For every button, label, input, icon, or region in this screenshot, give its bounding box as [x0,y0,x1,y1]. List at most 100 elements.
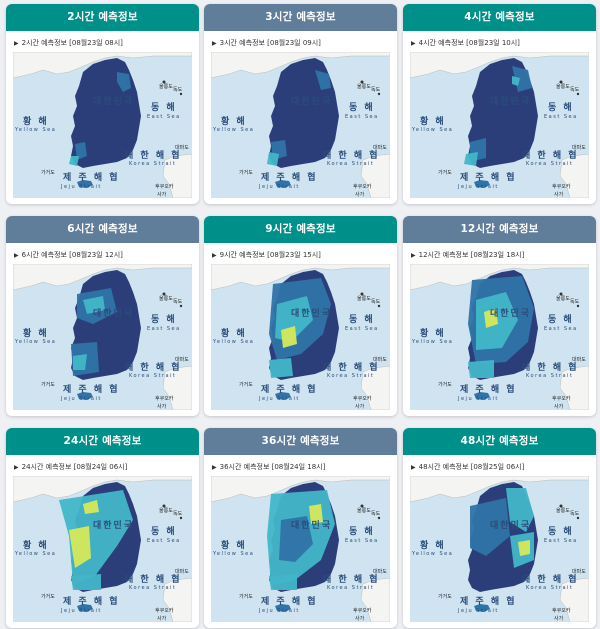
triangle-bullet-icon: ▶ [212,464,217,471]
forecast-card-title[interactable]: 9시간 예측정보 [204,216,397,243]
forecast-map-svg [13,264,192,410]
east-sea-en-label: East Sea [544,114,578,120]
triangle-bullet-icon: ▶ [411,464,416,471]
precip-area [464,152,478,166]
country-label: 대한민국 [93,309,135,319]
forecast-card-title[interactable]: 48시간 예측정보 [403,428,596,455]
forecast-map[interactable]: 황 해 Yellow Sea 동 해 East Sea 대 한 해 협 Korea Str… [211,476,390,622]
forecast-card-title[interactable]: 4시간 예측정보 [403,4,596,31]
north-landmass [13,52,192,79]
forecast-card-2[interactable]: 3시간 예측정보 ▶ 3시간 예측정보 [08월23일 09시] 황 해 Yello… [204,4,397,204]
north-landmass [211,52,390,79]
forecast-card-title[interactable]: 36시간 예측정보 [204,428,397,455]
dokdo-marker [576,516,580,520]
precip-area [69,526,91,568]
forecast-card-9[interactable]: 48시간 예측정보 ▶ 48시간 예측정보 [08월25일 06시] 황 해 Yel… [403,428,596,628]
ulleungdo-marker [162,80,166,84]
forecast-card-3[interactable]: 4시간 예측정보 ▶ 4시간 예측정보 [08월23일 10시] 황 해 Yello… [403,4,596,204]
forecast-map-svg [410,264,589,410]
yellow-sea-en-label: Yellow Sea [213,551,255,557]
forecast-card-6[interactable]: 12시간 예측정보 ▶ 12시간 예측정보 [08월23일 18시] 황 해 Yel… [403,216,596,416]
forecast-map-svg [211,476,390,622]
precip-area [279,516,313,562]
ulleungdo-marker [360,80,364,84]
forecast-card-title[interactable]: 6시간 예측정보 [6,216,199,243]
forecast-time-text: 3시간 예측정보 [08월23일 09시] [219,39,321,47]
korea-strait-en-label: Korea Strait [327,373,375,379]
forecast-card-1[interactable]: 2시간 예측정보 ▶ 2시간 예측정보 [08월23일 08시] 황 해 Yello… [6,4,199,204]
ulleungdo-marker [559,80,563,84]
forecast-map[interactable]: 황 해 Yellow Sea 동 해 East Sea 대 한 해 협 Korea Str… [13,52,192,198]
jeju-strait-en-label: Jeju Strait [458,608,499,614]
korea-strait-label: 대 한 해 협 [125,575,182,585]
country-label: 대한민국 [291,97,333,107]
east-sea-label: 동 해 [349,315,375,325]
forecast-time-text: 24시간 예측정보 [08월24일 06시] [21,463,128,471]
forecast-time-text: 6시간 예측정보 [08월23일 12시] [21,251,123,259]
forecast-card-title[interactable]: 3시간 예측정보 [204,4,397,31]
precip-area [71,574,101,590]
jeju-strait-label: 제 주 해 협 [63,173,120,183]
forecast-card-5[interactable]: 9시간 예측정보 ▶ 9시간 예측정보 [08월23일 15시] 황 해 Yello… [204,216,397,416]
japan-landmass [162,153,192,198]
tsushima-label: 대마도 [373,145,387,151]
dokdo-marker [576,92,580,96]
yellow-sea-en-label: Yellow Sea [15,339,57,345]
saga-label: 사가 [355,192,365,198]
jeju-strait-label: 제 주 해 협 [63,597,120,607]
forecast-card-title[interactable]: 12시간 예측정보 [403,216,596,243]
precip-area [117,72,131,92]
forecast-card-4[interactable]: 6시간 예측정보 ▶ 6시간 예측정보 [08월23일 12시] 황 해 Yello… [6,216,199,416]
forecast-card-7[interactable]: 24시간 예측정보 ▶ 24시간 예측정보 [08월24일 06시] 황 해 Yel… [6,428,199,628]
forecast-card-title[interactable]: 24시간 예측정보 [6,428,199,455]
gageodo-label: 가거도 [438,170,452,176]
ulleungdo-marker [162,504,166,508]
east-sea-label: 동 해 [151,315,177,325]
east-sea-en-label: East Sea [345,326,379,332]
dokdo-label: 독도 [173,511,183,517]
precip-area [269,358,293,378]
jeju-island [275,604,291,612]
dokdo-marker [179,516,183,520]
forecast-card-8[interactable]: 36시간 예측정보 ▶ 36시간 예측정보 [08월24일 18시] 황 해 Yel… [204,428,397,628]
yellow-sea-label: 황 해 [23,541,49,551]
forecast-time-text: 48시간 예측정보 [08월25일 06시] [418,463,525,471]
precip-area [75,142,87,160]
forecast-map[interactable]: 황 해 Yellow Sea 동 해 East Sea 대 한 해 협 Korea Str… [410,52,589,198]
forecast-card-title[interactable]: 2시간 예측정보 [6,4,199,31]
japan-landmass [360,577,390,622]
ulleungdo-marker [360,504,364,508]
forecast-map[interactable]: 황 해 Yellow Sea 동 해 East Sea 대 한 해 협 Korea Str… [13,476,192,622]
forecast-card-subtitle: ▶ 6시간 예측정보 [08월23일 12시] [6,247,199,264]
dokdo-label: 독도 [570,87,580,93]
forecast-map[interactable]: 황 해 Yellow Sea 동 해 East Sea 대 한 해 협 Korea Str… [211,52,390,198]
forecast-card-subtitle: ▶ 48시간 예측정보 [08월25일 06시] [403,459,596,476]
forecast-map[interactable]: 황 해 Yellow Sea 동 해 East Sea 대 한 해 협 Korea Str… [410,264,589,410]
yellow-sea-en-label: Yellow Sea [412,551,454,557]
precip-area [468,360,494,378]
korea-strait-label: 대 한 해 협 [522,575,579,585]
east-sea-en-label: East Sea [147,326,181,332]
east-sea-label: 동 해 [349,103,375,113]
forecast-map[interactable]: 황 해 Yellow Sea 동 해 East Sea 대 한 해 협 Korea Str… [211,264,390,410]
east-sea-label: 동 해 [548,315,574,325]
korea-strait-en-label: Korea Strait [327,585,375,591]
dokdo-label: 독도 [570,511,580,517]
jeju-island [77,180,93,188]
forecast-map-svg [13,476,192,622]
dokdo-label: 독도 [570,299,580,305]
jeju-strait-en-label: Jeju Strait [61,184,102,190]
fukuoka-label: 후쿠오카 [353,184,372,190]
ulleungdo-marker [559,504,563,508]
yellow-sea-en-label: Yellow Sea [213,127,255,133]
forecast-map[interactable]: 황 해 Yellow Sea 동 해 East Sea 대 한 해 협 Korea Str… [13,264,192,410]
triangle-bullet-icon: ▶ [212,40,217,47]
fukuoka-label: 후쿠오카 [155,608,174,614]
triangle-bullet-icon: ▶ [14,40,19,47]
east-sea-en-label: East Sea [544,326,578,332]
forecast-map[interactable]: 황 해 Yellow Sea 동 해 East Sea 대 한 해 협 Korea Str… [410,476,589,622]
saga-label: 사가 [554,616,564,622]
tsushima-label: 대마도 [175,145,189,151]
forecast-map-svg [211,264,390,410]
